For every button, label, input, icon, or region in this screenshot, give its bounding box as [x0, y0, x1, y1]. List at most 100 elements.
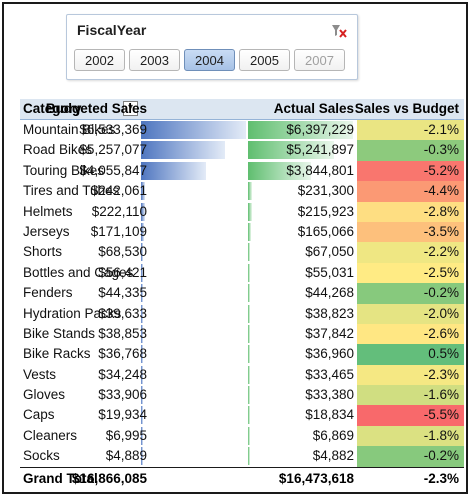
clear-filter-icon[interactable]: [331, 23, 347, 39]
slicer-items: 2002 2003 2004 2005 2007: [74, 49, 345, 71]
row-actual: $4,882: [312, 448, 354, 464]
fiscal-year-slicer: FiscalYear 2002 2003 2004 2005 2007: [66, 14, 358, 80]
row-actual: $18,834: [305, 407, 354, 423]
row-vs: -5.5%: [423, 407, 459, 423]
row-actual: $44,268: [305, 285, 354, 301]
budget-data-bar: [141, 304, 143, 323]
row-budget: $4,889: [105, 448, 147, 464]
slicer-item-2005[interactable]: 2005: [239, 49, 290, 71]
row-budget: $171,109: [90, 223, 147, 239]
row-category: Cleaners: [23, 427, 78, 443]
row-vs: -1.6%: [423, 387, 459, 403]
table-row: Socks $4,889 $4,882 -0.2%: [20, 446, 464, 467]
color-scale-cell: [357, 425, 464, 447]
row-vs: -3.5%: [423, 223, 459, 239]
color-scale-cell: [357, 446, 464, 467]
row-vs: -2.0%: [423, 305, 459, 321]
slicer-header: FiscalYear: [75, 21, 349, 41]
actual-data-bar: [248, 161, 312, 180]
budget-data-bar: [141, 406, 143, 425]
row-actual: $36,960: [305, 346, 354, 362]
row-category: Road Bikes: [23, 142, 93, 158]
header-budgeted-sales: Budgeted Sales: [45, 101, 147, 116]
actual-data-bar: [248, 406, 250, 425]
row-category: Jerseys: [23, 223, 70, 239]
budget-data-bar: [141, 365, 143, 384]
filter-dropdown-icon[interactable]: ▾: [123, 101, 138, 116]
row-budget: $6,533,369: [79, 122, 147, 137]
actual-data-bar: [248, 222, 251, 241]
color-scale-cell: [357, 385, 464, 406]
row-actual: $165,066: [297, 223, 354, 239]
slicer-item-2004[interactable]: 2004: [184, 49, 235, 71]
row-vs: -0.2%: [423, 285, 459, 301]
budget-data-bar: [141, 263, 143, 282]
table-row: Helmets $222,110 $215,923 -2.8%: [20, 201, 464, 222]
actual-data-bar: [248, 426, 250, 445]
color-scale-cell: [357, 303, 464, 324]
actual-data-bar: [248, 141, 335, 160]
row-budget: $242,061: [90, 183, 147, 199]
row-actual: $33,380: [305, 387, 354, 403]
row-category: Fenders: [23, 285, 73, 301]
row-actual: $231,300: [297, 183, 354, 199]
row-category: Bike Stands: [23, 325, 96, 341]
color-scale-cell: [357, 120, 464, 141]
grand-total-vs: -2.3%: [423, 470, 459, 486]
row-vs: -2.5%: [423, 264, 459, 280]
budget-data-bar: [141, 386, 143, 405]
row-vs: -2.8%: [423, 203, 459, 219]
actual-data-bar: [248, 324, 250, 343]
budget-data-bar: [141, 447, 143, 466]
row-budget: $39,633: [98, 305, 147, 321]
row-budget: $44,335: [98, 285, 147, 301]
color-scale-cell: [357, 221, 464, 243]
budget-data-bar: [141, 324, 143, 343]
row-budget: $19,934: [98, 407, 147, 423]
row-budget: $222,110: [91, 203, 147, 219]
actual-data-bar: [248, 386, 250, 405]
budget-data-bar: [141, 243, 143, 262]
row-category: Bike Racks: [23, 346, 91, 362]
table-row: Bike Stands $38,853 $37,842 -2.6%: [20, 323, 464, 345]
actual-data-bar: [248, 182, 252, 201]
row-vs: -2.6%: [423, 325, 459, 341]
row-vs: -2.1%: [423, 122, 459, 137]
row-budget: $34,248: [98, 366, 147, 382]
row-actual: $6,869: [312, 427, 354, 443]
actual-data-bar: [248, 284, 250, 303]
row-vs: -0.2%: [423, 448, 459, 464]
row-budget: $38,853: [98, 325, 147, 341]
slicer-item-2002[interactable]: 2002: [74, 49, 125, 71]
row-category: Hydration Packs: [23, 305, 122, 321]
color-scale-cell: [357, 364, 464, 386]
pivot-body: Mountain Bikes $6,533,369 $6,397,229 -2.1% R…: [20, 120, 464, 467]
grand-total-label: Grand Total: [23, 470, 98, 486]
budget-data-bar: [141, 161, 207, 180]
row-category: Touring Bikes: [23, 162, 105, 178]
row-budget: $68,530: [98, 244, 147, 260]
actual-data-bar: [248, 202, 252, 221]
slicer-item-2007[interactable]: 2007: [294, 49, 345, 71]
table-row: Cleaners $6,995 $6,869 -1.8%: [20, 425, 464, 447]
row-actual: $6,397,229: [286, 122, 354, 137]
table-row: Vests $34,248 $33,465 -2.3%: [20, 364, 464, 386]
color-scale-cell: [357, 242, 464, 263]
table-row: Mountain Bikes $6,533,369 $6,397,229 -2.1%: [20, 120, 464, 141]
table-row: Shorts $68,530 $67,050 -2.2%: [20, 242, 464, 263]
row-actual: $37,842: [305, 325, 354, 341]
table-row: Hydration Packs $39,633 $38,823 -2.0%: [20, 303, 464, 324]
row-budget: $36,768: [98, 346, 147, 362]
table-row: Fenders $44,335 $44,268 -0.2%: [20, 283, 464, 304]
budget-data-bar: [141, 426, 143, 445]
row-actual: $215,923: [297, 203, 354, 219]
row-actual: $3,844,801: [286, 162, 354, 178]
budget-data-bar: [141, 141, 226, 160]
row-category: Bottles and Cages: [23, 264, 134, 280]
color-scale-cell: [357, 283, 464, 304]
header-actual-sales: Actual Sales: [273, 101, 354, 116]
row-actual: $38,823: [305, 305, 354, 321]
pivot-table: Category ▾ Budgeted Sales Actual Sales S…: [20, 99, 464, 490]
table-row: Touring Bikes $4,055,847 $3,844,801 -5.2%: [20, 160, 464, 182]
slicer-item-2003[interactable]: 2003: [129, 49, 180, 71]
